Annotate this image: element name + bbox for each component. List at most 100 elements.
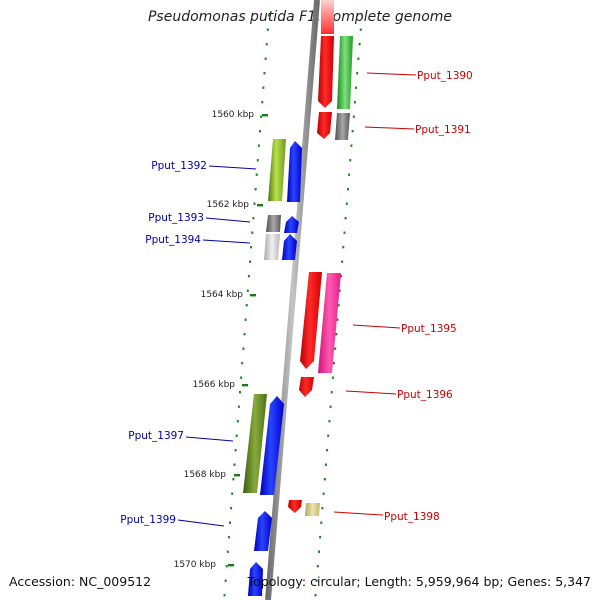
forward-strand-dot (338, 289, 341, 292)
gene-label-pput-1393[interactable]: Pput_1393 (148, 212, 204, 224)
forward-strand-dot (333, 362, 335, 365)
reverse-strand-dot (241, 362, 244, 365)
map-title: Pseudomonas putida F1, complete genome (147, 9, 453, 25)
forward-strand-dot (340, 275, 342, 278)
gene-pput-1397 (260, 396, 284, 495)
gene-pput-1392 (287, 141, 302, 202)
reverse-strand-dot (225, 565, 228, 568)
forward-strand-dot (334, 347, 337, 350)
forward-strand-dot (335, 333, 338, 336)
gene-pput-1398 (288, 500, 302, 513)
tick-dots (223, 14, 363, 597)
gene-pput-1390 (318, 36, 334, 108)
gene-pput-1398-homolog (305, 503, 320, 516)
reverse-strand-dot (264, 57, 267, 60)
forward-strand-dot (347, 188, 349, 191)
scale-ticks (228, 114, 268, 567)
reverse-strand-dot (242, 347, 245, 350)
forward-strand-dot (356, 72, 359, 75)
forward-strand-dot (323, 478, 326, 481)
reverse-strand-dot (246, 289, 249, 292)
reverse-strand-dot (259, 130, 261, 133)
reverse-strand-dot (256, 159, 259, 162)
gene-label-pput-1396[interactable]: Pput_1396 (397, 389, 453, 401)
reverse-strand-dot (243, 333, 246, 336)
reverse-strand-dot (251, 231, 254, 234)
reverse-strand-dot (244, 318, 247, 321)
forward-strand-dot (348, 173, 351, 176)
gene-labels: Pput_1390 Pput_1391 Pput_1392 Pput_1393 … (120, 70, 473, 526)
scale-label-1570: 1570 kbp (174, 560, 217, 570)
reverse-strand-dot (226, 550, 229, 553)
gene-label-pput-1395[interactable]: Pput_1395 (401, 323, 457, 335)
forward-strand-dot (349, 159, 352, 162)
reverse-strand-dot (234, 449, 237, 452)
forward-strand-dot (360, 14, 363, 17)
reverse-strand-dot (261, 101, 264, 104)
gene-pput-1397-homolog (243, 394, 267, 493)
scale-label-1566: 1566 kbp (193, 380, 236, 390)
reverse-strand-dots (223, 14, 270, 597)
scale-label-1562: 1562 kbp (207, 200, 250, 210)
forward-strand-dot (353, 101, 356, 104)
reverse-strand-dot (255, 173, 258, 176)
gene-label-pput-1399[interactable]: Pput_1399 (120, 514, 176, 526)
forward-strand-dot (320, 521, 323, 524)
genome-backbone (265, 0, 320, 600)
forward-strand-dot (329, 405, 332, 408)
gene-pput-1394 (282, 234, 297, 260)
gene-pput-1390-homolog (337, 36, 353, 109)
reverse-strand-dot (250, 246, 253, 249)
reverse-strand-dot (262, 86, 265, 89)
gene-label-pput-1390[interactable]: Pput_1390 (417, 70, 473, 82)
forward-strand-dot (319, 536, 322, 539)
gene-label-pput-1391[interactable]: Pput_1391 (415, 124, 471, 136)
scale-label-1560: 1560 kbp (212, 110, 255, 120)
gene-pput-1395 (300, 272, 322, 369)
gene-label-pput-1394[interactable]: Pput_1394 (145, 234, 201, 246)
forward-strand-dot (341, 260, 344, 263)
reverse-strand-genes (243, 139, 302, 596)
reverse-strand-dot (267, 14, 270, 17)
gene-pput-1391-homolog (335, 113, 350, 140)
forward-strand-dot (326, 449, 329, 452)
forward-strand-dot (337, 304, 340, 307)
forward-strand-dot (352, 115, 355, 118)
reverse-strand-dot (252, 217, 255, 220)
reverse-strand-dot (240, 376, 243, 379)
gene-label-pput-1397[interactable]: Pput_1397 (128, 430, 184, 442)
forward-strand-dot (350, 144, 353, 147)
reverse-strand-dot (245, 304, 248, 307)
gene-pput-1395-homolog (318, 273, 341, 373)
reverse-strand-dot (224, 579, 227, 582)
reverse-strand-dot (237, 405, 240, 408)
gene-pput-1393-homolog (266, 215, 281, 232)
reverse-strand-dot (254, 188, 257, 191)
reverse-strand-dot (230, 507, 233, 510)
forward-strand-dot (351, 130, 354, 133)
gene-partial-top (321, 0, 334, 34)
forward-strand-genes (288, 36, 353, 516)
forward-strand-dot (322, 492, 325, 495)
reverse-strand-dot (253, 202, 256, 205)
reverse-strand-dot (227, 536, 230, 539)
reverse-strand-dot (260, 115, 263, 118)
reverse-strand-dot (266, 28, 269, 31)
gene-pput-1393 (284, 216, 299, 233)
reverse-strand-dot (235, 434, 238, 437)
forward-strand-dot (330, 391, 333, 394)
leader-lines (177, 72, 417, 527)
gene-pput-1399 (254, 511, 272, 551)
forward-strand-dot (342, 246, 345, 249)
forward-strand-dot (343, 231, 346, 234)
reverse-strand-dot (223, 594, 226, 597)
topology-label: Topology: circular; Length: 5,959,964 bp… (247, 574, 591, 589)
gene-label-pput-1392[interactable]: Pput_1392 (151, 160, 207, 172)
forward-strand-dot (316, 565, 319, 568)
scale-labels: 1560 kbp 1562 kbp 1564 kbp 1566 kbp 1568… (174, 110, 255, 570)
scale-label-1568: 1568 kbp (184, 470, 227, 480)
scale-label-1564: 1564 kbp (201, 290, 244, 300)
reverse-strand-dot (239, 391, 241, 394)
gene-label-pput-1398[interactable]: Pput_1398 (384, 511, 440, 523)
